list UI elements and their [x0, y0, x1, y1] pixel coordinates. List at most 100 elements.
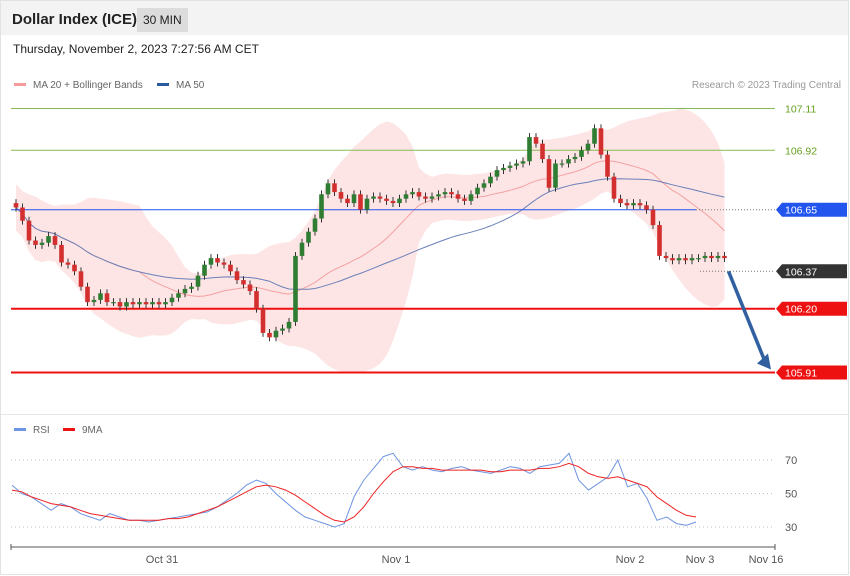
candle-body	[384, 198, 389, 201]
candle-body	[156, 302, 162, 305]
candle-body	[436, 194, 441, 197]
candle-body	[332, 183, 337, 193]
x-tick-label: Nov 16	[749, 554, 784, 566]
candle-body	[273, 330, 279, 338]
forecast-arrow-head	[757, 353, 771, 370]
candle-body	[280, 328, 285, 331]
level-label: 106.92	[785, 145, 817, 157]
candle-body	[267, 332, 272, 338]
candle-body	[592, 128, 597, 144]
candle-body	[520, 161, 526, 164]
candle-body	[605, 154, 610, 177]
candle-body	[228, 264, 233, 272]
legend-rsi-label: RSI	[33, 425, 50, 436]
candle-body	[124, 302, 129, 307]
rsi-line	[11, 452, 697, 528]
candle-body	[416, 192, 422, 197]
timestamp: Thursday, November 2, 2023 7:27:56 AM CE…	[13, 42, 259, 56]
candle-body	[377, 196, 383, 199]
legend-9ma-swatch	[63, 427, 75, 431]
candle-body	[566, 159, 571, 164]
candle-body	[325, 183, 331, 195]
candle-body	[644, 205, 649, 210]
x-axis: Oct 31 Nov 1 Nov 2 Nov 3 Nov 16	[10, 544, 784, 566]
level-label: 106.37	[785, 266, 817, 278]
level-label: 105.91	[785, 368, 817, 380]
instrument-title: Dollar Index (ICE)	[12, 11, 138, 28]
candle-body	[631, 203, 636, 206]
candle-body	[397, 198, 402, 204]
candle-body	[572, 156, 578, 160]
candle-body	[715, 255, 721, 259]
candle-body	[429, 196, 435, 199]
candle-body	[637, 203, 643, 206]
levels-layer: 107.11 106.92 106.65 106.37 106.20 105.91	[11, 104, 847, 380]
candle-body	[650, 209, 656, 226]
candle-body	[20, 207, 25, 221]
candle-body	[624, 203, 630, 206]
candle-body	[364, 198, 370, 210]
level-tag-support	[776, 365, 847, 380]
rsi-tick-label: 50	[785, 489, 797, 501]
candle-body	[169, 297, 175, 303]
legend-ma20-label: MA 20 + Bollinger Bands	[33, 80, 143, 91]
candle-body	[468, 194, 474, 201]
candle-body	[358, 194, 363, 210]
candle-body	[722, 255, 727, 259]
candle-body	[390, 200, 396, 204]
candle-body	[104, 293, 110, 303]
candle-body	[598, 128, 604, 155]
candle-body	[72, 264, 77, 272]
candle-body	[143, 302, 149, 305]
candle-body	[182, 288, 188, 294]
candle-body	[65, 262, 71, 265]
candle-body	[195, 275, 201, 287]
candle-body	[696, 258, 701, 260]
rsi-ma-line	[11, 462, 697, 523]
interval-button[interactable]: 30 MIN	[137, 8, 188, 32]
candle-body	[423, 196, 428, 199]
x-tick-label: Nov 1	[382, 554, 411, 566]
candle-body	[455, 194, 461, 199]
candle-body	[46, 236, 51, 243]
candles-layer	[13, 124, 727, 342]
candle-body	[221, 262, 227, 265]
candle-body	[351, 194, 357, 204]
candle-body	[247, 284, 253, 292]
level-label: 106.20	[785, 304, 817, 316]
candle-body	[611, 176, 617, 199]
candle-body	[130, 302, 136, 305]
candle-body	[410, 192, 415, 195]
candle-body	[52, 236, 58, 245]
forecast-arrow	[726, 270, 767, 363]
candle-body	[33, 240, 38, 245]
candle-body	[150, 302, 155, 305]
candle-body	[13, 203, 19, 208]
candle-body	[371, 196, 376, 199]
candle-body	[39, 242, 45, 245]
rsi-layer: 70 50 30	[11, 452, 797, 534]
candle-body	[527, 137, 532, 162]
candle-body	[208, 258, 214, 265]
candle-body	[26, 220, 32, 241]
candle-body	[286, 321, 292, 329]
chart-header: Dollar Index (ICE) 30 MIN	[1, 1, 848, 35]
rsi-tick-label: 70	[785, 455, 797, 467]
candle-body	[676, 258, 682, 261]
candle-body	[202, 264, 207, 276]
candle-body	[501, 167, 506, 171]
candle-body	[319, 194, 324, 219]
candle-body	[462, 198, 467, 201]
panel-divider	[1, 414, 848, 415]
level-tag-support	[776, 301, 847, 316]
candle-body	[475, 187, 480, 195]
legend-9ma: 9MA	[63, 425, 103, 436]
candle-body	[533, 137, 539, 144]
candle-body	[553, 163, 558, 188]
x-tick-label: Nov 3	[686, 554, 715, 566]
candle-body	[559, 163, 565, 165]
candle-body	[91, 299, 97, 303]
candle-body	[117, 302, 123, 307]
candle-body	[176, 293, 181, 298]
candle-body	[137, 302, 142, 305]
